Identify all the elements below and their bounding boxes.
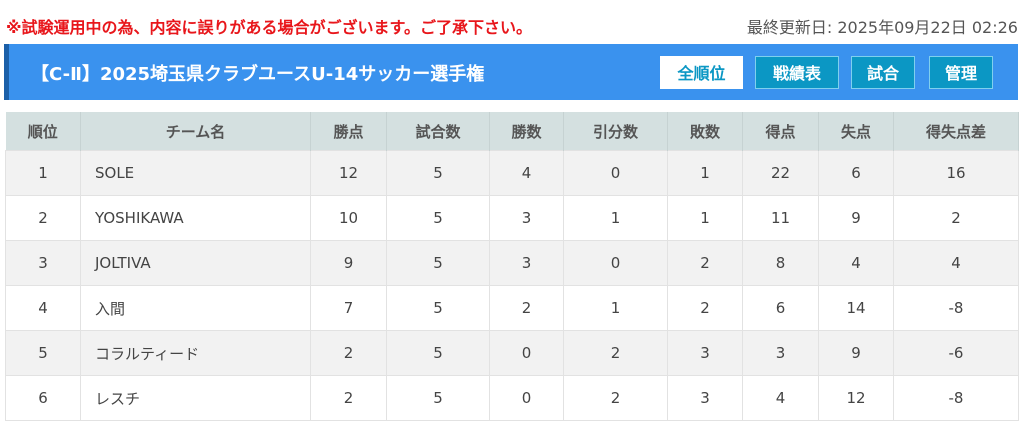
cell: 9 — [818, 195, 894, 241]
table-row: 6 レスチ 2 5 0 2 3 4 12 -8 — [5, 375, 1019, 421]
cell: 1 — [563, 285, 668, 331]
cell: 3 — [5, 240, 81, 286]
cell: 7 — [310, 285, 387, 331]
team-name: JOLTIVA — [80, 240, 311, 286]
cell: 12 — [818, 375, 894, 421]
nav-matches-button[interactable]: 試合 — [851, 56, 915, 89]
cell: -8 — [893, 285, 1019, 331]
cell: 1 — [667, 150, 743, 196]
column-header: 失点 — [818, 112, 894, 151]
cell: 0 — [563, 150, 668, 196]
column-header: 勝数 — [489, 112, 564, 151]
team-name: 入間 — [80, 285, 311, 331]
column-header: 敗数 — [667, 112, 743, 151]
cell: 2 — [310, 330, 387, 376]
cell: 5 — [386, 150, 490, 196]
cell: 9 — [310, 240, 387, 286]
cell: 3 — [489, 195, 564, 241]
cell: 2 — [893, 195, 1019, 241]
cell: -8 — [893, 375, 1019, 421]
cell: 4 — [818, 240, 894, 286]
cell: 16 — [893, 150, 1019, 196]
cell: 1 — [5, 150, 81, 196]
column-header: 順位 — [5, 112, 81, 151]
cell: 6 — [5, 375, 81, 421]
cell: 3 — [667, 375, 743, 421]
cell: 0 — [489, 375, 564, 421]
nav-results-button[interactable]: 戦績表 — [755, 56, 839, 89]
team-name: レスチ — [80, 375, 311, 421]
cell: 2 — [667, 285, 743, 331]
cell: 6 — [818, 150, 894, 196]
team-name: SOLE — [80, 150, 311, 196]
team-name: コラルティード — [80, 330, 311, 376]
table-row: 5 コラルティード 2 5 0 2 3 3 9 -6 — [5, 330, 1019, 376]
page-title: 【C-Ⅱ】2025埼玉県クラブユースU-14サッカー選手権 — [31, 64, 485, 85]
trial-notice: ※試験運用中の為、内容に誤りがある場合がございます。ご了承下さい。 — [6, 18, 532, 37]
cell: 6 — [742, 285, 819, 331]
column-header: 引分数 — [563, 112, 668, 151]
team-name: YOSHIKAWA — [80, 195, 311, 241]
cell: 2 — [667, 240, 743, 286]
cell: 22 — [742, 150, 819, 196]
column-header: 得失点差 — [893, 112, 1019, 151]
cell: 5 — [386, 240, 490, 286]
cell: 12 — [310, 150, 387, 196]
cell: 2 — [563, 330, 668, 376]
cell: 10 — [310, 195, 387, 241]
cell: 11 — [742, 195, 819, 241]
cell: 2 — [310, 375, 387, 421]
cell: 9 — [818, 330, 894, 376]
cell: 3 — [742, 330, 819, 376]
header-bar: 【C-Ⅱ】2025埼玉県クラブユースU-14サッカー選手権 全順位 戦績表 試合… — [4, 44, 1018, 100]
cell: -6 — [893, 330, 1019, 376]
column-header: 得点 — [742, 112, 819, 151]
table-row: 4 入間 7 5 2 1 2 6 14 -8 — [5, 285, 1019, 331]
standings-table: 順位 チーム名 勝点 試合数 勝数 引分数 敗数 得点 失点 得失点差 1 SOLE 12 5 4 0 1 22… — [5, 112, 1019, 421]
column-header: 勝点 — [310, 112, 387, 151]
cell: 1 — [563, 195, 668, 241]
column-header: チーム名 — [80, 112, 311, 151]
cell: 4 — [5, 285, 81, 331]
cell: 5 — [386, 195, 490, 241]
nav-standings-button[interactable]: 全順位 — [660, 56, 743, 89]
cell: 2 — [5, 195, 81, 241]
column-header: 試合数 — [386, 112, 490, 151]
last-updated: 最終更新日: 2025年09月22日 02:26 — [746, 18, 1018, 37]
cell: 5 — [5, 330, 81, 376]
cell: 5 — [386, 375, 490, 421]
cell: 4 — [742, 375, 819, 421]
table-row: 3 JOLTIVA 9 5 3 0 2 8 4 4 — [5, 240, 1019, 286]
table-row: 2 YOSHIKAWA 10 5 3 1 1 11 9 2 — [5, 195, 1019, 241]
cell: 14 — [818, 285, 894, 331]
cell: 2 — [563, 375, 668, 421]
table-row: 1 SOLE 12 5 4 0 1 22 6 16 — [5, 150, 1019, 196]
cell: 0 — [563, 240, 668, 286]
cell: 3 — [667, 330, 743, 376]
cell: 0 — [489, 330, 564, 376]
cell: 1 — [667, 195, 743, 241]
cell: 2 — [489, 285, 564, 331]
cell: 5 — [386, 285, 490, 331]
cell: 4 — [489, 150, 564, 196]
cell: 3 — [489, 240, 564, 286]
cell: 4 — [893, 240, 1019, 286]
cell: 8 — [742, 240, 819, 286]
nav-admin-button[interactable]: 管理 — [929, 56, 993, 89]
cell: 5 — [386, 330, 490, 376]
